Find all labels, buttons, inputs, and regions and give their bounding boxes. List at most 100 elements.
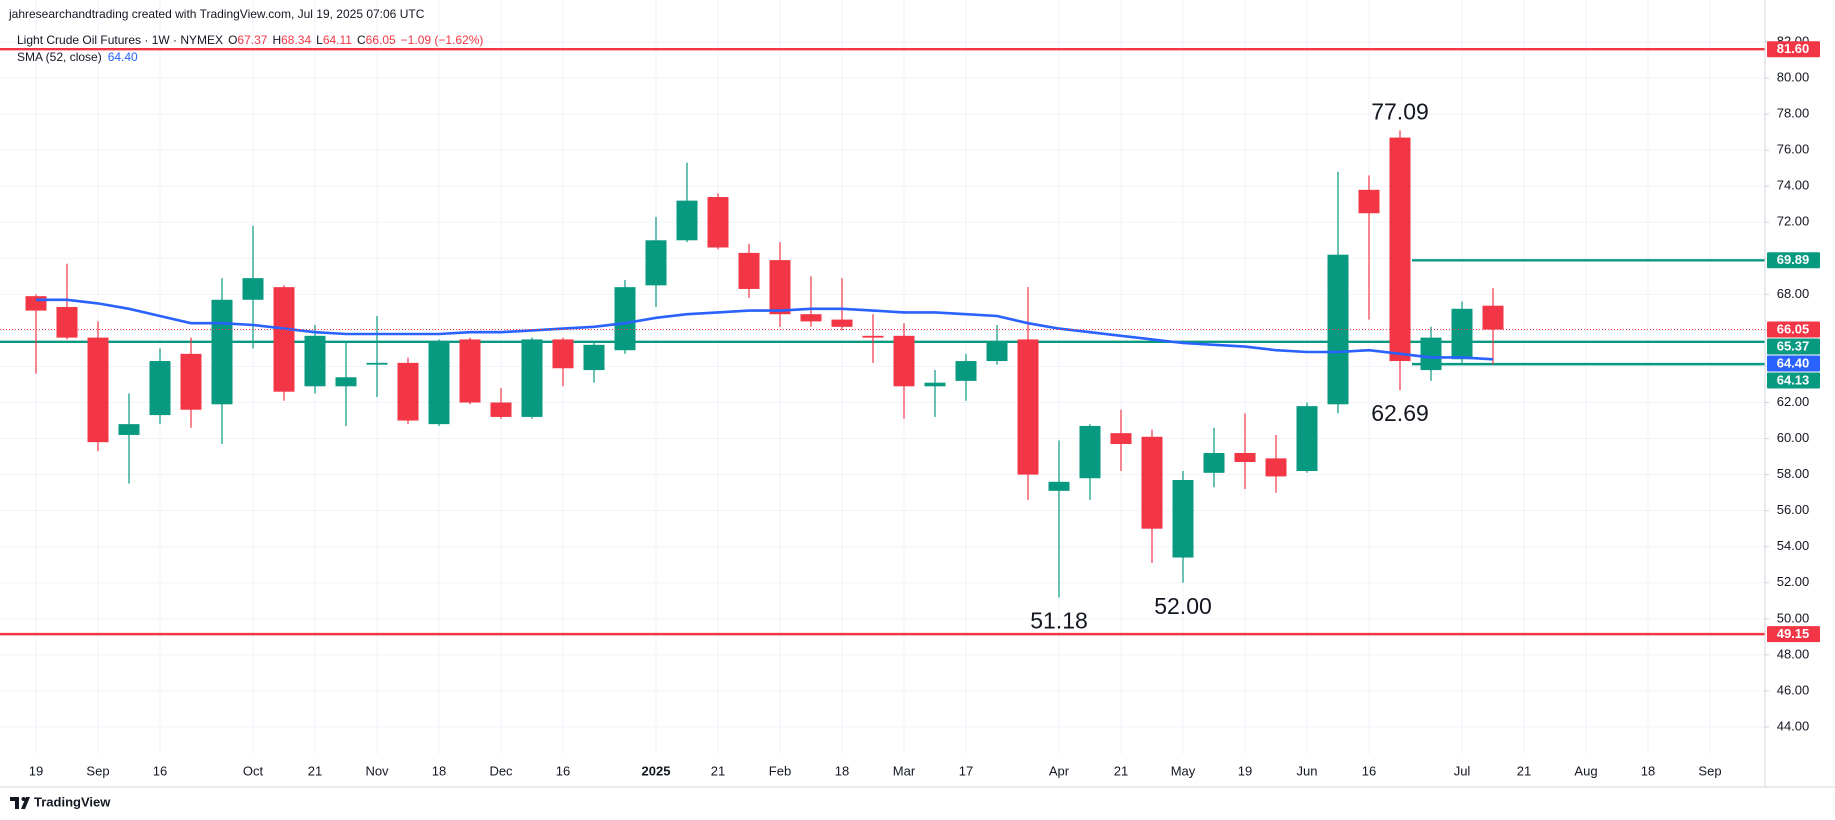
sma-line (36, 298, 1494, 361)
candle-body (1079, 425, 1101, 479)
candle-body (490, 402, 512, 417)
annotation: 51.18 (1030, 608, 1088, 634)
legend-row: Light Crude Oil Futures · 1W · NYMEX O67.… (17, 33, 483, 47)
candle-body (118, 424, 140, 435)
candle-body (986, 341, 1008, 362)
price-label: 81.60 (1777, 41, 1810, 56)
price-label: 66.05 (1777, 321, 1810, 336)
x-tick-label: Nov (365, 763, 389, 778)
y-tick-label: 78.00 (1777, 106, 1810, 121)
candle-body (955, 361, 977, 381)
x-tick-label: 21 (1517, 763, 1531, 778)
logo-icon (21, 797, 26, 801)
candle-body (242, 278, 264, 300)
annotation: 52.00 (1154, 593, 1212, 619)
y-tick-label: 68.00 (1777, 286, 1810, 301)
candle-body (583, 344, 605, 371)
y-tick-label: 56.00 (1777, 502, 1810, 517)
price-label: 64.40 (1777, 355, 1810, 370)
legend-value: 66.05 (366, 33, 396, 47)
candle-body (1110, 433, 1132, 444)
candle-body (676, 200, 698, 241)
x-tick-label: 17 (959, 763, 973, 778)
x-tick-label: Oct (243, 763, 264, 778)
legend-row: SMA (52, close) 64.40 (17, 50, 138, 64)
x-tick-label: 21 (308, 763, 322, 778)
candle-body (893, 335, 915, 387)
y-tick-label: 54.00 (1777, 538, 1810, 553)
x-tick-label: 19 (1238, 763, 1252, 778)
candle-body (924, 382, 946, 387)
x-tick-label: 19 (29, 763, 43, 778)
y-tick-label: 58.00 (1777, 466, 1810, 481)
y-tick-label: 62.00 (1777, 394, 1810, 409)
annotation: 62.69 (1371, 400, 1429, 426)
candle-body (1296, 406, 1318, 472)
x-tick-label: Jun (1297, 763, 1318, 778)
x-tick-label: Sep (86, 763, 109, 778)
price-label-box (1767, 41, 1820, 58)
candle-body (1017, 339, 1039, 475)
candle-body (800, 314, 822, 322)
candle-body (1358, 189, 1380, 214)
price-label-box (1767, 355, 1820, 372)
legend-change: −1.09 (−1.62%) (401, 33, 484, 47)
x-tick-label: 18 (1641, 763, 1655, 778)
y-tick-label: 44.00 (1777, 718, 1810, 733)
candle-body (769, 260, 791, 315)
candle-body (459, 339, 481, 403)
price-label: 65.37 (1777, 338, 1810, 353)
candle-body (25, 296, 47, 311)
x-tick-label: 18 (432, 763, 446, 778)
x-tick-label: Apr (1049, 763, 1070, 778)
x-tick-label: 16 (153, 763, 167, 778)
price-label-box (1767, 338, 1820, 355)
y-tick-label: 74.00 (1777, 178, 1810, 193)
x-tick-label: Sep (1698, 763, 1721, 778)
candle-body (428, 341, 450, 425)
candle-body (1203, 452, 1225, 473)
candle-body (1389, 137, 1411, 362)
candle-body (304, 335, 326, 387)
legend-field: O (228, 33, 237, 47)
legend-field: L (316, 33, 323, 47)
candle-body (614, 287, 636, 351)
candle-body (645, 240, 667, 286)
y-tick-label: 60.00 (1777, 430, 1810, 445)
candle-body (552, 339, 574, 369)
candle-body (1048, 481, 1070, 491)
candle-body (1482, 305, 1504, 330)
legend-value: 64.11 (323, 33, 352, 47)
price-label-box (1767, 252, 1820, 269)
legend-field: H (272, 33, 281, 47)
candle-body (1420, 337, 1442, 371)
x-tick-label: 16 (556, 763, 570, 778)
candle-body (1141, 436, 1163, 529)
legend-sma: SMA (52, close) (17, 50, 102, 64)
brand: TradingView (34, 794, 111, 809)
price-label-box (1767, 321, 1820, 338)
annotation: 77.09 (1371, 99, 1429, 125)
candle-body (180, 353, 202, 410)
price-label-box (1767, 372, 1820, 389)
legend-sma-value: 64.40 (108, 50, 138, 64)
price-label: 69.89 (1777, 252, 1810, 267)
x-tick-label: Feb (769, 763, 791, 778)
candle-body (149, 361, 171, 416)
legend-value: 67.37 (237, 33, 267, 47)
x-tick-label: 21 (1114, 763, 1128, 778)
x-tick-label: Dec (489, 763, 513, 778)
candle-body (211, 299, 233, 405)
candle-body (1234, 452, 1256, 462)
y-tick-label: 80.00 (1777, 70, 1810, 85)
x-tick-label: 18 (835, 763, 849, 778)
candle-body (738, 252, 760, 289)
brand-logo (10, 797, 30, 809)
candle-body (1451, 308, 1473, 360)
candle-body (862, 335, 884, 338)
price-axis: 44.00 46.00 48.00 50.00 52.00 54.00 56.00 58.00… (0, 0, 1835, 788)
candle-body (707, 197, 729, 248)
legend-value: 68.34 (281, 33, 311, 47)
